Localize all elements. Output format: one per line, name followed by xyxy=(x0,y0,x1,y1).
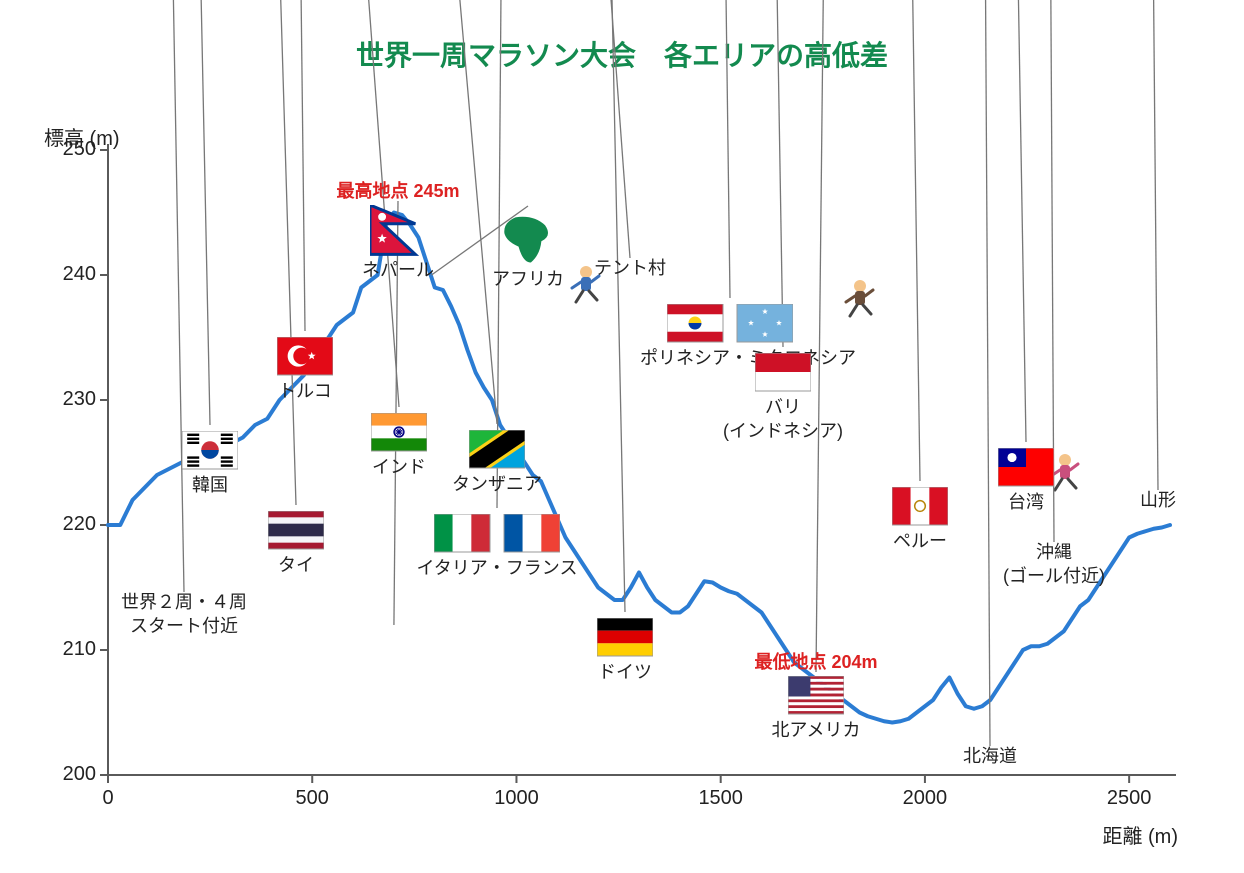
y-tick: 250 xyxy=(48,138,96,161)
annotation-label-turkey: トルコ xyxy=(215,379,395,403)
peru-flag-icon xyxy=(892,487,948,527)
annotation-nepal: 最高地点 245m xyxy=(328,179,468,203)
x-axis-label: 距離 (m) xyxy=(1102,820,1178,849)
x-tick: 2500 xyxy=(1099,787,1159,810)
africa-flag-icon xyxy=(497,212,559,265)
annotation-label-germany: ドイツ xyxy=(535,660,715,684)
x-tick: 0 xyxy=(78,787,138,810)
annotation-label-bali: バリ(インドネシア) xyxy=(693,395,873,444)
thailand-flag-icon xyxy=(268,511,324,551)
y-tick: 210 xyxy=(48,638,96,661)
taiwan-flag-icon xyxy=(998,448,1054,488)
usa-flag-icon xyxy=(788,676,844,716)
nepal-flag-icon xyxy=(370,205,426,256)
korea-flag-icon xyxy=(182,431,238,471)
indonesia-flag-icon xyxy=(755,353,811,393)
turkey-flag-icon xyxy=(277,337,333,377)
y-tick: 200 xyxy=(48,763,96,786)
annotation-yamagata: 山形 xyxy=(1078,488,1238,512)
italy-france-flag-icon xyxy=(434,514,560,554)
x-tick: 500 xyxy=(282,787,342,810)
annotation-usa: 最低地点 204m xyxy=(746,650,886,674)
tanzania-flag-icon xyxy=(469,430,525,470)
india-flag-icon xyxy=(371,413,427,453)
y-tick: 240 xyxy=(48,263,96,286)
x-tick: 2000 xyxy=(895,787,955,810)
x-tick: 1000 xyxy=(486,787,546,810)
poly-micro-flag-icon xyxy=(667,304,793,344)
annotation-label-tanzania: タンザニア xyxy=(407,472,587,496)
annotation-label-italy-france: イタリア・フランス xyxy=(407,556,587,580)
runner-icon xyxy=(1051,454,1078,490)
y-tick: 230 xyxy=(48,388,96,411)
x-tick: 1500 xyxy=(691,787,751,810)
y-tick: 220 xyxy=(48,513,96,536)
annotation-label-korea: 韓国 xyxy=(120,473,300,497)
germany-flag-icon xyxy=(597,618,653,658)
annotation-hokkaido: 北海道 xyxy=(910,744,1070,768)
annotation-label-thailand: タイ xyxy=(206,553,386,577)
annotation-okinawa: 沖縄(ゴール付近) xyxy=(974,540,1134,589)
annotation-start: 世界２周・４周スタート付近 xyxy=(104,590,264,639)
runner-icon xyxy=(846,280,873,316)
annotation-label-usa: 北アメリカ xyxy=(726,718,906,742)
annotation-tent: テント村 xyxy=(550,256,710,280)
